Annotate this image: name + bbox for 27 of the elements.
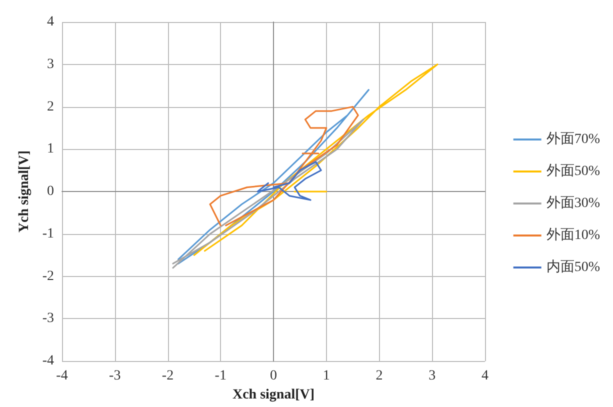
y-tick-label: -1 <box>42 226 54 242</box>
x-tick-label: 1 <box>322 368 330 384</box>
x-tick-label: 2 <box>376 368 383 384</box>
line-series <box>178 89 370 264</box>
x-axis-title: Xch signal[V] <box>232 388 315 402</box>
legend-label: 内面50% <box>546 259 600 275</box>
y-tick-label: -2 <box>42 268 54 284</box>
y-tick-label: 4 <box>47 14 54 30</box>
y-tick-label: 2 <box>47 99 54 114</box>
x-tick-label: 0 <box>270 368 277 384</box>
x-tick-label: 3 <box>428 368 436 384</box>
y-tick-label: 0 <box>47 184 54 200</box>
legend-label: 外面10% <box>546 227 600 243</box>
x-tick-label: 4 <box>482 368 488 384</box>
x-tick-label: -2 <box>162 368 174 384</box>
line-series <box>256 161 322 201</box>
y-tick-label: 3 <box>47 56 54 72</box>
y-tick-label: -4 <box>42 354 54 369</box>
y-tick-label: -3 <box>42 311 54 326</box>
legend-label: 外面70% <box>546 131 600 147</box>
y-tick-label: 1 <box>47 142 54 157</box>
legend-label: 外面30% <box>546 195 600 211</box>
legend-label: 外面50% <box>546 163 600 179</box>
x-tick-label: -1 <box>214 368 226 384</box>
line-series <box>172 118 364 269</box>
y-axis-title: Ych signal[V] <box>16 150 32 233</box>
x-tick-label: -3 <box>109 368 121 384</box>
